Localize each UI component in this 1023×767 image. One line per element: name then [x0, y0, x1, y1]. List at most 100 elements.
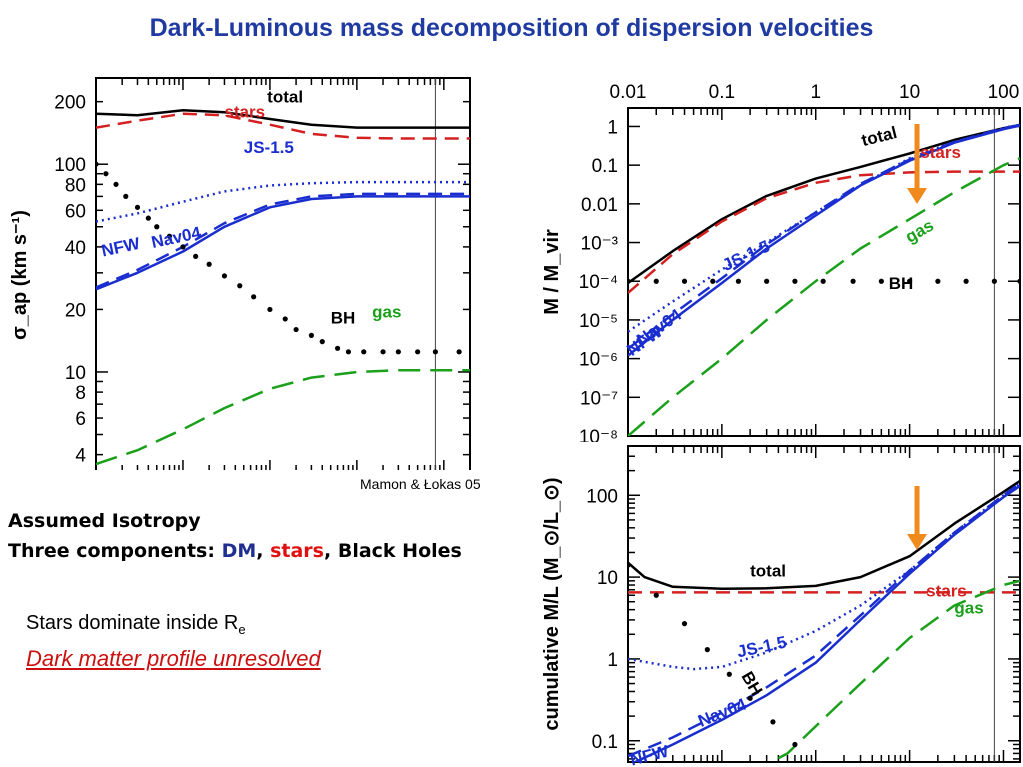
label-nfw: NFW — [100, 234, 143, 261]
bh-point — [792, 741, 798, 748]
y-tick-label: 0.1 — [592, 732, 618, 753]
bh-point — [963, 278, 969, 284]
credit-text: Mamon & Łokas 05 — [360, 476, 481, 492]
y-tick-label: 10⁻⁷ — [580, 388, 618, 409]
y-tick-label: 100 — [54, 155, 86, 176]
label-js-1-5: JS-1.5 — [719, 236, 772, 274]
y-tick-label: 200 — [54, 93, 86, 114]
bh-point — [991, 278, 997, 284]
x-tick-label: 1 — [810, 82, 821, 103]
bh-point — [907, 278, 913, 284]
bh-point — [432, 349, 438, 355]
y-tick-label: 0.1 — [592, 156, 618, 177]
bh-point — [628, 562, 631, 568]
bh-point — [237, 283, 243, 289]
bh-point — [681, 621, 688, 627]
bh-point — [735, 278, 741, 284]
y-axis-label: σ_ap (km s⁻¹) — [9, 210, 31, 340]
bh-point — [653, 592, 659, 598]
bh-point — [770, 719, 776, 725]
bh-point — [334, 345, 341, 351]
label-js-1-5: JS-1.5 — [244, 138, 294, 157]
y-tick-label: 10⁻⁸ — [579, 427, 618, 442]
bh-point — [308, 332, 315, 338]
chart-cumulative-ml: 100 10 1 0.1 cumulative M/L (M_⊙/L_⊙) total st… — [528, 440, 1023, 767]
bh-point — [113, 181, 119, 187]
components-prefix: Three components: — [8, 540, 222, 562]
label-nfw: NFW — [628, 741, 671, 767]
series-stars — [628, 170, 1020, 294]
bh-point — [221, 273, 228, 279]
y-tick-label: 8 — [75, 383, 86, 404]
bh-point — [154, 224, 160, 230]
bh-point — [293, 326, 299, 333]
x-tick-label: 0.01 — [610, 82, 647, 103]
series-nfw — [628, 124, 1020, 357]
bh-point — [792, 278, 798, 284]
bh-point — [653, 278, 659, 284]
arrow-head — [907, 188, 928, 204]
bh-point — [704, 647, 710, 653]
components-comma-2: , — [324, 540, 338, 562]
bh-point — [193, 253, 199, 259]
label-total: total — [750, 561, 786, 580]
y-tick-label: 6 — [75, 409, 86, 430]
bh-point — [282, 316, 288, 322]
bh-point — [764, 278, 770, 284]
bh-point — [681, 278, 688, 284]
label-gas: gas — [372, 302, 401, 321]
note-stars-text: Stars dominate inside R — [26, 612, 239, 634]
y-tick-label: 10 — [65, 363, 86, 384]
y-tick-label: 10⁻³ — [581, 234, 619, 255]
bh-point — [361, 349, 367, 355]
y-tick-label: 40 — [65, 238, 86, 259]
bullet-isotropy: Assumed Isotropy — [8, 510, 201, 532]
y-tick-label: 1 — [607, 117, 618, 138]
label-nav04: Nav04 — [695, 694, 749, 731]
components-comma-1: , — [256, 540, 271, 562]
components-stars: stars — [270, 540, 324, 562]
bh-point — [820, 278, 826, 284]
label-bh: BH — [738, 668, 767, 699]
note-stars-sub: e — [238, 622, 246, 637]
bh-point — [850, 278, 856, 284]
y-tick-label: 0.01 — [581, 195, 618, 216]
series-gas — [628, 157, 1020, 436]
note-stars-dominate: Stars dominate inside Re — [26, 612, 246, 637]
bh-point — [267, 306, 273, 313]
plot-frame — [627, 445, 1021, 763]
y-tick-label: 80 — [65, 175, 86, 196]
label-bh: BH — [889, 274, 914, 293]
plot-frame — [627, 107, 1021, 437]
bh-point — [456, 349, 462, 355]
y-tick-label: 100 — [586, 486, 618, 507]
series-total — [628, 123, 1020, 285]
series-gas — [96, 368, 470, 466]
components-dm: DM — [221, 540, 257, 562]
bh-point — [380, 349, 386, 355]
bh-point — [1017, 278, 1020, 284]
plot-area — [628, 446, 1020, 762]
chart-mass-fraction: 0.01 0.1 1 10 100 1 0.1 0.01 10⁻³ 10⁻⁴ 10⁻⁵ 10⁻⁶ 10⁻… — [528, 72, 1023, 442]
y-axis-label: cumulative M/L (M_⊙/L_⊙) — [541, 477, 563, 730]
series-nav04 — [96, 192, 470, 289]
bh-point — [206, 261, 212, 267]
bh-point — [166, 233, 173, 239]
label-stars: stars — [926, 581, 967, 600]
chart-sigma-ap: 0.010.11101004681020406080100200R / R_eσ… — [0, 70, 475, 470]
bh-point — [726, 671, 732, 677]
series-total — [628, 479, 1020, 591]
bh-point — [710, 278, 716, 284]
bh-point — [395, 349, 401, 355]
bh-point — [345, 349, 352, 355]
y-tick-label: 20 — [65, 300, 86, 321]
series-nfw — [632, 484, 1020, 762]
label-stars: stars — [920, 143, 961, 162]
label-gas: gas — [954, 598, 983, 617]
y-tick-label: 1 — [607, 650, 618, 671]
bh-point — [319, 339, 325, 345]
y-tick-label: 60 — [65, 201, 86, 222]
bh-point — [628, 278, 631, 284]
bh-point — [145, 215, 151, 221]
components-bh: Black Holes — [337, 540, 462, 562]
